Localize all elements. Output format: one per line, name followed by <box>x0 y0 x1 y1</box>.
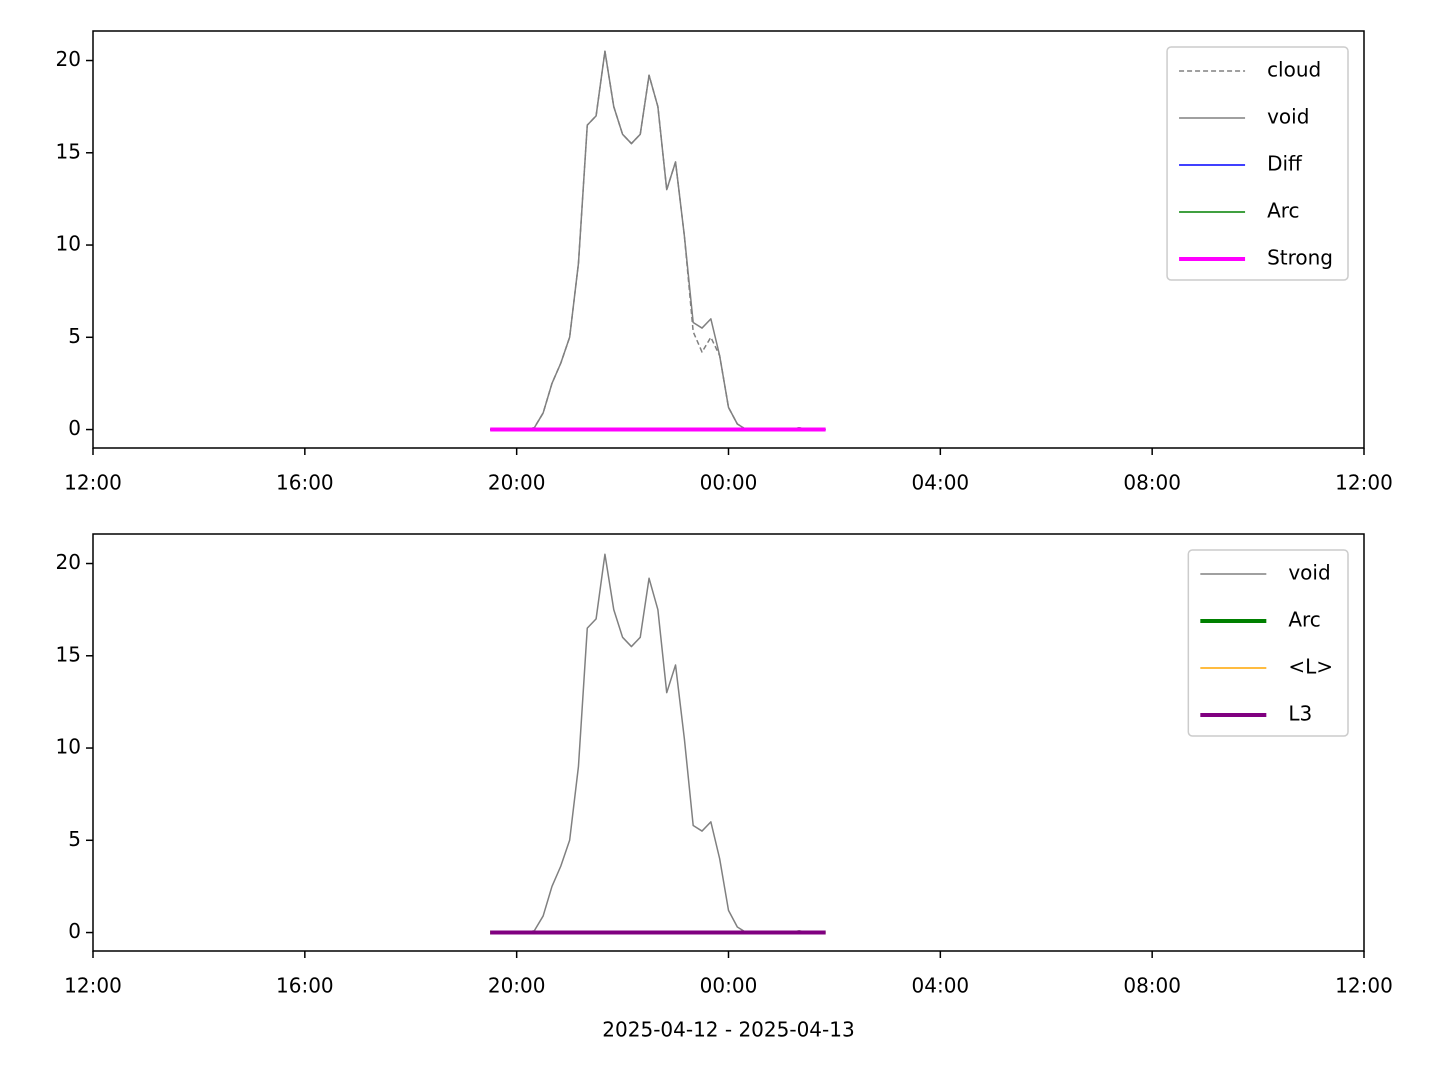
x-tick-label: 00:00 <box>700 471 758 495</box>
y-tick-label: 5 <box>68 827 81 851</box>
x-tick-label: 00:00 <box>700 974 758 998</box>
x-tick-label: 20:00 <box>488 471 546 495</box>
x-tick-label: 12:00 <box>64 471 122 495</box>
legend-label: Arc <box>1267 199 1299 223</box>
y-tick-label: 5 <box>68 324 81 348</box>
x-tick-label: 20:00 <box>488 974 546 998</box>
x-axis-label: 2025-04-12 - 2025-04-13 <box>602 1018 854 1042</box>
x-tick-label: 16:00 <box>276 974 334 998</box>
y-tick-label: 10 <box>56 232 81 256</box>
x-tick-label: 08:00 <box>1123 974 1181 998</box>
y-tick-label: 20 <box>56 550 81 574</box>
y-tick-label: 15 <box>56 642 81 666</box>
legend-label: Diff <box>1267 152 1303 176</box>
legend-box <box>1187 549 1349 737</box>
x-tick-label: 04:00 <box>912 974 970 998</box>
axes-frame <box>92 533 1365 952</box>
x-tick-label: 12:00 <box>1335 471 1393 495</box>
legend-label: cloud <box>1267 58 1321 82</box>
axes-frame <box>92 30 1365 449</box>
x-tick-label: 04:00 <box>912 471 970 495</box>
legend-label: L3 <box>1288 702 1312 726</box>
x-tick-label: 12:00 <box>1335 974 1393 998</box>
y-tick-label: 0 <box>68 416 81 440</box>
y-tick-label: 0 <box>68 919 81 943</box>
legend-box <box>1166 46 1349 281</box>
legend-label: void <box>1288 561 1330 585</box>
legend-label: Strong <box>1267 246 1333 270</box>
legend-label: Arc <box>1288 608 1320 632</box>
y-tick-label: 10 <box>56 735 81 759</box>
x-tick-label: 12:00 <box>64 974 122 998</box>
y-tick-label: 20 <box>56 47 81 71</box>
legend-label: <L> <box>1288 655 1333 679</box>
y-tick-label: 15 <box>56 139 81 163</box>
x-tick-label: 08:00 <box>1123 471 1181 495</box>
x-tick-label: 16:00 <box>276 471 334 495</box>
legend-label: void <box>1267 105 1309 129</box>
